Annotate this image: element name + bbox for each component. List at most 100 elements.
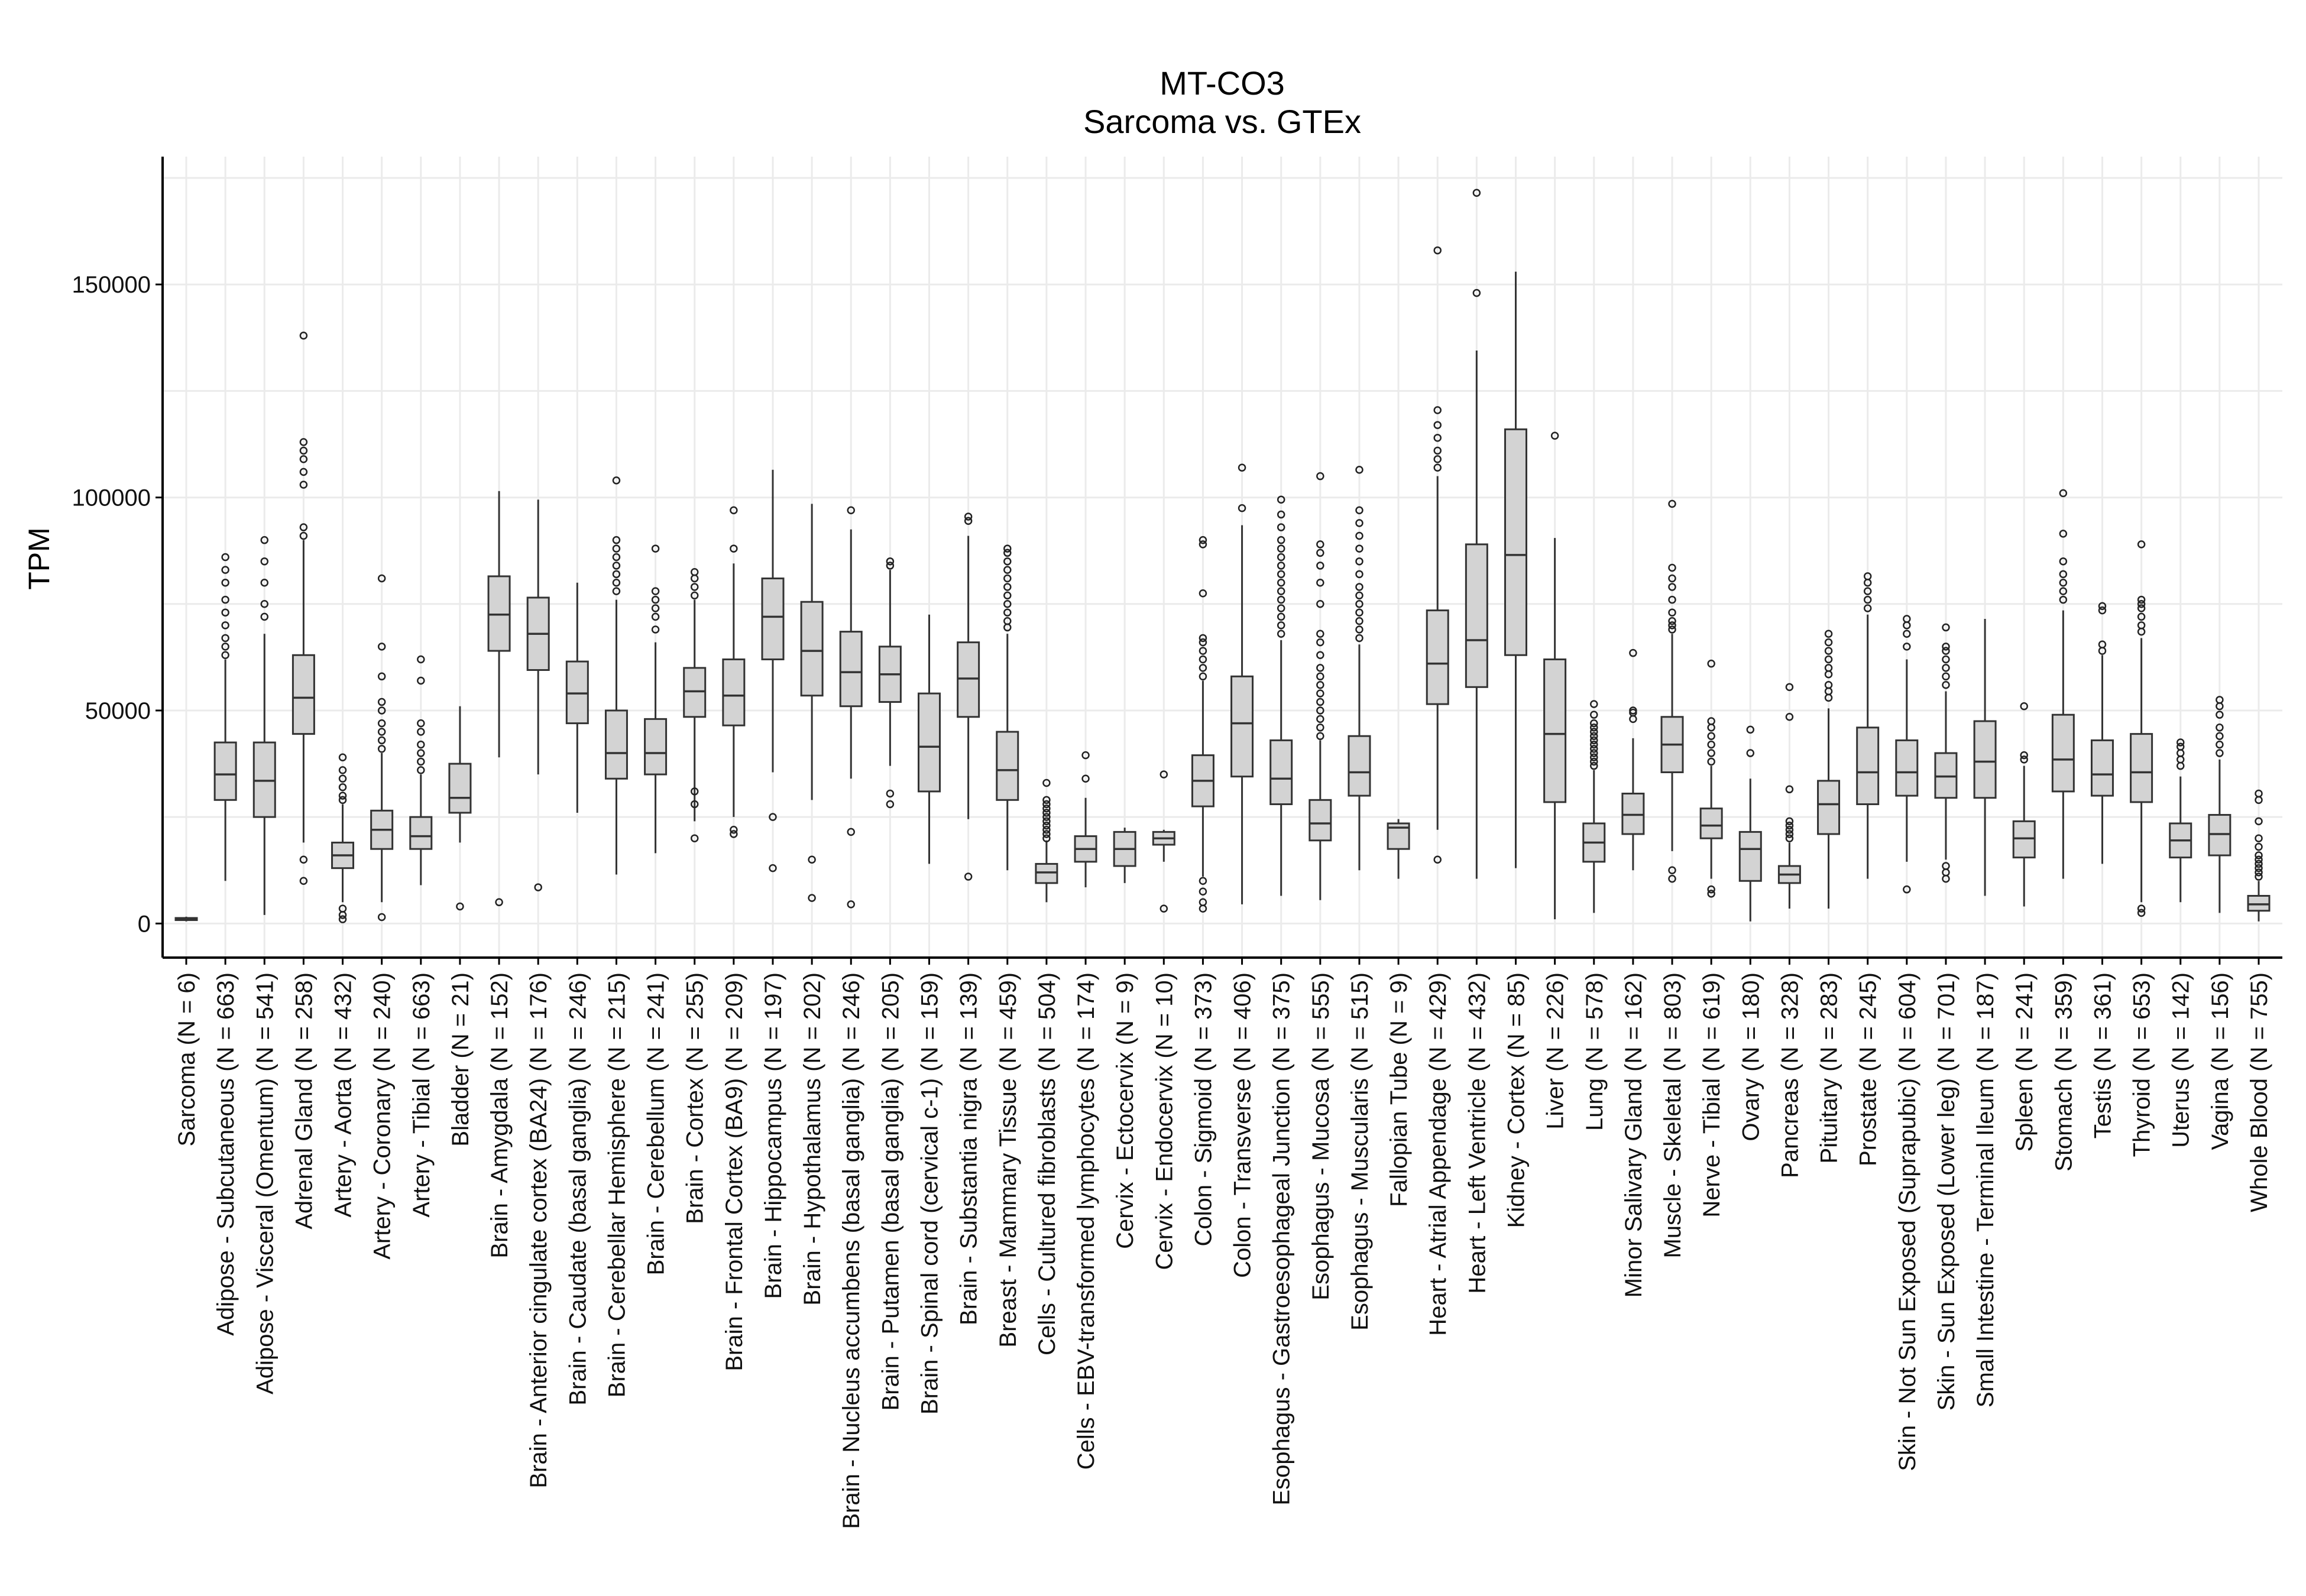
x-tick-label: Cells - EBV-transformed lymphocytes (N =… <box>1073 972 1099 1470</box>
outlier-point <box>1785 821 1794 830</box>
x-tick-label: Minor Salivary Gland (N = 162) <box>1621 972 1647 1297</box>
outlier-point <box>1433 246 1442 255</box>
outlier-point <box>730 506 738 514</box>
x-tick-label: Brain - Hippocampus (N = 197) <box>760 972 786 1299</box>
outlier-point <box>1355 634 1363 643</box>
box-group <box>1543 432 1567 920</box>
outlier-point <box>690 583 699 591</box>
x-tick-label: Colon - Transverse (N = 406) <box>1230 972 1256 1278</box>
x-tick-label: Adrenal Gland (N = 258) <box>291 972 317 1230</box>
outlier-point <box>1277 612 1285 621</box>
outlier-point <box>1668 874 1676 883</box>
outlier-point <box>886 557 895 566</box>
x-tick-label: Vagina (N = 156) <box>2207 972 2233 1150</box>
box-group <box>1426 246 1449 864</box>
outlier-point <box>260 600 269 608</box>
outlier-point <box>417 766 425 774</box>
y-tick-label: 0 <box>138 911 151 937</box>
outlier-point <box>1433 421 1442 429</box>
outlier-point <box>1629 648 1637 657</box>
outlier-point <box>299 855 308 864</box>
outlier-point <box>299 877 308 885</box>
outlier-point <box>1785 826 1794 834</box>
x-tick-label: Brain - Caudate (basal ganglia) (N = 246… <box>565 972 591 1406</box>
box-group <box>2130 540 2153 917</box>
outlier-point <box>2137 904 2146 913</box>
outlier-point <box>1199 638 1207 647</box>
outlier-point <box>651 612 660 621</box>
outlier-point <box>1199 655 1207 664</box>
outlier-point <box>1707 885 1715 894</box>
outlier-point <box>299 446 308 455</box>
outlier-point <box>1042 796 1051 805</box>
x-tick-label: Prostate (N = 245) <box>1855 972 1881 1166</box>
outlier-point <box>1160 770 1168 778</box>
box-iqr <box>292 654 315 735</box>
outlier-point <box>1355 506 1363 514</box>
outlier-point <box>1003 566 1012 574</box>
outlier-point <box>1472 288 1481 297</box>
outlier-point <box>1042 813 1051 821</box>
x-tick-label: Testis (N = 361) <box>2090 972 2116 1138</box>
outlier-point <box>1590 761 1598 770</box>
x-tick-label: Muscle - Skeletal (N = 803) <box>1660 972 1686 1258</box>
box-iqr <box>2130 733 2153 803</box>
outlier-point <box>2059 587 2068 595</box>
box-iqr <box>2090 739 2114 797</box>
outlier-point <box>1199 540 1207 549</box>
box-group <box>2247 789 2271 922</box>
outlier-point <box>1590 711 1598 719</box>
outlier-point <box>1668 499 1676 508</box>
outlier-point <box>1707 740 1715 749</box>
x-tick-label: Liver (N = 226) <box>1543 972 1569 1130</box>
x-tick-label: Breast - Mammary Tissue (N = 459) <box>995 972 1021 1348</box>
outlier-point <box>1707 732 1715 740</box>
outlier-point <box>1707 717 1715 725</box>
outlier-point <box>417 728 425 736</box>
outlier-point <box>1903 885 1911 894</box>
axes-layer: 0 50000 100000 150000 Sarcoma (N = 6) Adipose… <box>72 157 2282 1529</box>
outlier-point <box>612 553 621 562</box>
outlier-point <box>1199 887 1207 896</box>
outlier-point <box>2216 724 2224 732</box>
outlier-point <box>651 595 660 604</box>
outlier-point <box>2216 732 2224 740</box>
outlier-point <box>1824 664 1833 672</box>
outlier-point <box>808 855 816 864</box>
outlier-point <box>1668 625 1676 634</box>
outlier-point <box>1042 821 1051 830</box>
outlier-point <box>1316 578 1324 587</box>
box-group <box>1504 271 1527 868</box>
outlier-point <box>1003 608 1012 617</box>
x-tick-label: Bladder (N = 21) <box>448 972 474 1147</box>
y-tick-label: 100000 <box>72 485 151 511</box>
outlier-point <box>2059 578 2068 587</box>
outlier-point <box>2255 855 2263 864</box>
x-tick-label: Sarcoma (N = 6) <box>174 972 200 1147</box>
x-tick-label: Lung (N = 578) <box>1582 972 1608 1131</box>
outlier-point <box>1668 563 1676 572</box>
x-tick-label: Brain - Cortex (N = 255) <box>682 972 708 1224</box>
box-group <box>1465 189 1488 879</box>
outlier-point <box>1355 583 1363 591</box>
box-iqr <box>918 692 941 793</box>
x-tick-label: Brain - Amygdala (N = 152) <box>487 972 513 1258</box>
outlier-point <box>651 544 660 553</box>
box-iqr <box>565 660 589 725</box>
box-group <box>487 491 511 907</box>
outlier-point <box>2255 842 2263 851</box>
outlier-point <box>1942 643 1950 651</box>
box-iqr <box>1856 726 1880 806</box>
outlier-point <box>1316 672 1324 681</box>
box-group <box>526 499 550 891</box>
outlier-point <box>221 566 229 574</box>
box-iqr <box>1895 739 1919 797</box>
x-tick-label: Brain - Nucleus accumbens (basal ganglia… <box>838 972 864 1529</box>
box-group <box>604 476 628 875</box>
outlier-point <box>1942 647 1950 655</box>
box-group <box>761 469 785 872</box>
box-group <box>370 574 394 922</box>
outlier-point <box>1433 463 1442 472</box>
outlier-point <box>1199 589 1207 598</box>
